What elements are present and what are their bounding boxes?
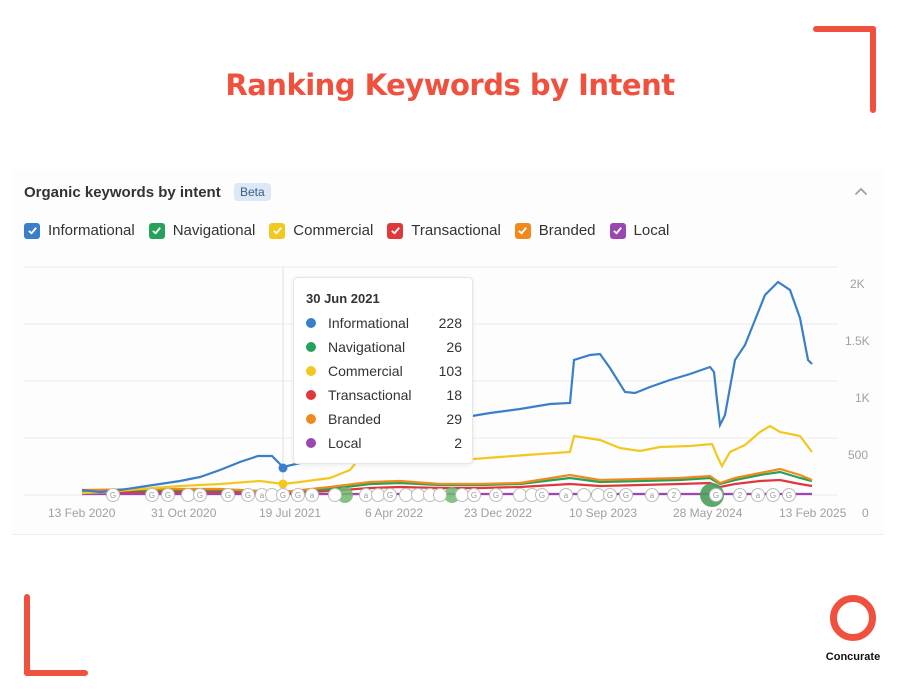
checkbox-checked-icon[interactable] [387,222,404,239]
checkbox-checked-icon[interactable] [514,222,531,239]
x-axis-label: 23 Dec 2022 [464,506,533,520]
y-axis-label: 0 [862,506,869,520]
beta-badge: Beta [234,183,271,201]
y-axis-label: 1.5K [845,334,870,348]
checkbox-checked-icon[interactable] [609,222,626,239]
tooltip-row-informational: Informational 228 [306,313,462,333]
legend-toggle-transactional[interactable]: Transactional [387,222,501,239]
chart-tooltip: 30 Jun 2021 Informational 228 Navigation… [293,277,473,464]
checkbox-checked-icon[interactable] [24,222,40,239]
x-axis-label: 31 Oct 2020 [151,506,217,520]
svg-text:G: G [471,491,477,500]
svg-text:G: G [165,491,171,500]
checkbox-checked-icon[interactable] [269,222,286,239]
x-axis-label: 19 Jul 2021 [259,506,322,520]
dot-icon [306,318,316,328]
svg-text:G: G [539,491,545,500]
hover-point-commercial [278,479,288,489]
chevron-up-icon[interactable] [854,180,868,201]
x-axis-label: 6 Apr 2022 [365,506,424,520]
legend-toggle-local[interactable]: Local [609,222,669,239]
google-update-markers [106,488,796,502]
y-axis-label: 1K [855,391,870,405]
svg-text:a: a [310,491,315,500]
dot-icon [306,366,316,376]
tooltip-row-branded: Branded 29 [306,409,462,429]
svg-text:a: a [756,491,761,500]
series-commercial-line [81,424,813,495]
dot-icon [306,390,316,400]
svg-text:G: G [607,491,613,500]
tooltip-row-navigational: Navigational 26 [306,337,462,357]
y-axis-label: 2K [850,277,865,291]
svg-text:G: G [149,491,155,500]
svg-text:G: G [493,491,499,500]
concurate-logo: Concurate [818,595,888,663]
corner-bracket-bottom-h [24,670,88,676]
svg-text:2: 2 [672,491,677,500]
svg-text:G: G [225,491,231,500]
corner-bracket-top-v [870,26,876,113]
x-axis-label: 28 May 2024 [673,506,743,520]
svg-text:G: G [623,491,629,500]
series-informational-line [81,280,813,494]
corner-bracket-bottom-v [24,594,30,676]
page-headline: Ranking Keywords by Intent [225,68,675,102]
x-axis-label: 13 Feb 2025 [779,506,847,520]
tooltip-date: 30 Jun 2021 [306,291,380,306]
corner-bracket-top-h [813,26,876,32]
svg-text:G: G [245,491,251,500]
svg-text:G: G [295,491,301,500]
legend-toggle-branded[interactable]: Branded [514,222,596,239]
legend-toggle-informational[interactable]: Informational [24,222,135,239]
svg-text:G: G [786,491,792,500]
svg-text:a: a [650,491,655,500]
tooltip-row-local: Local 2 [306,433,462,453]
legend-toggle-navigational[interactable]: Navigational [148,222,255,239]
svg-text:a: a [260,491,265,500]
dot-icon [306,414,316,424]
svg-text:G: G [713,491,719,500]
hover-point-informational [278,463,288,473]
svg-text:G: G [770,491,776,500]
x-axis-label: 13 Feb 2020 [48,506,116,520]
svg-text:G: G [110,491,116,500]
checkbox-checked-icon[interactable] [148,222,165,239]
y-axis-label: 500 [848,448,869,462]
svg-text:G: G [197,491,203,500]
tooltip-row-transactional: Transactional 18 [306,385,462,405]
svg-text:a: a [364,491,369,500]
legend-toggle-commercial[interactable]: Commercial [269,222,373,239]
x-axis-label: 10 Sep 2023 [569,506,638,520]
dot-icon [306,438,316,448]
brand-name: Concurate [825,651,881,663]
svg-text:G: G [387,491,393,500]
tooltip-row-commercial: Commercial 103 [306,361,462,381]
series-legend: Informational Navigational Commercial Tr… [24,222,683,239]
svg-text:G: G [280,491,286,500]
dot-icon [306,342,316,352]
svg-text:2: 2 [738,491,743,500]
svg-text:a: a [564,491,569,500]
ring-logo-icon [830,595,876,641]
card-title: Organic keywords by intent [24,184,221,201]
